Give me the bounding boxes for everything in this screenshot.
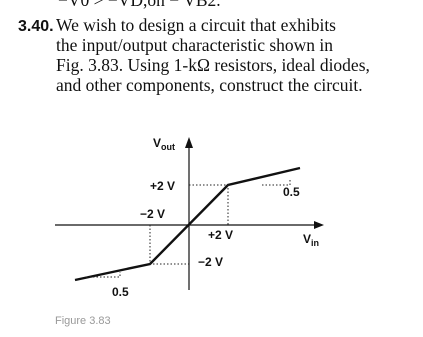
problem-line: the input/output characteristic shown in xyxy=(56,35,333,55)
slope-label: 0.5 xyxy=(283,185,300,199)
y-pos-label: +2 V xyxy=(150,179,175,193)
guides xyxy=(86,178,291,278)
x-axis-label: Vin xyxy=(303,232,319,248)
header-fragment: −V0 > −VD,on − VB2. xyxy=(58,0,221,10)
problem-line: Fig. 3.83. Using 1-kΩ resistors, ideal d… xyxy=(56,55,370,75)
x-neg-label: −2 V xyxy=(198,255,223,269)
characteristic xyxy=(74,166,301,282)
problem-number: 3.40. xyxy=(18,18,54,35)
y-neg-label: −2 V xyxy=(140,207,165,221)
figure: Vout +2 V −2 V +2 V −2 V 0.5 0.5 Vin Fig… xyxy=(55,136,324,327)
slope-label: 0.5 xyxy=(112,285,129,299)
y-axis-label: Vout xyxy=(153,136,175,152)
x-pos-label: +2 V xyxy=(208,228,233,242)
x-arrow xyxy=(314,221,324,229)
problem-line: We wish to design a circuit that exhibit… xyxy=(56,15,336,35)
problem-line: and other components, construct the circ… xyxy=(56,75,363,95)
y-arrow xyxy=(185,137,193,148)
figure-caption: Figure 3.83 xyxy=(55,315,111,327)
